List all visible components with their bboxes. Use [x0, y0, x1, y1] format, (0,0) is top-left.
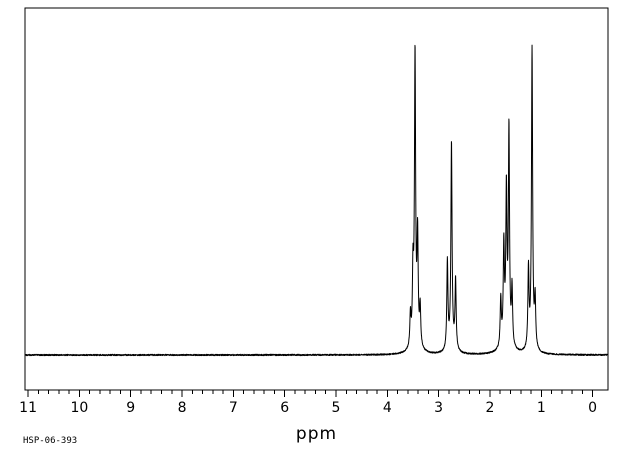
spectrum-id-label: HSP-06-393	[23, 436, 78, 446]
x-axis-label: ppm	[295, 424, 338, 444]
x-tick-label: 0	[588, 400, 597, 416]
x-axis-tick-labels: 11 10 9 8 7 6 5 4 3 2 1 0	[19, 400, 597, 416]
x-tick-label: 9	[126, 400, 135, 416]
x-axis-ticks	[27, 390, 594, 397]
x-tick-label: 1	[537, 400, 546, 416]
x-tick-label: 10	[70, 400, 88, 416]
x-tick-label: 3	[434, 400, 443, 416]
x-tick-label: 8	[178, 400, 187, 416]
plot-frame	[24, 7, 609, 391]
x-tick-label: 11	[19, 400, 37, 416]
x-tick-label: 7	[229, 400, 238, 416]
spectrum-trace	[24, 44, 609, 357]
x-tick-label: 6	[280, 400, 289, 416]
x-tick-label: 5	[332, 400, 341, 416]
x-tick-label: 4	[383, 400, 392, 416]
x-tick-label: 2	[486, 400, 495, 416]
